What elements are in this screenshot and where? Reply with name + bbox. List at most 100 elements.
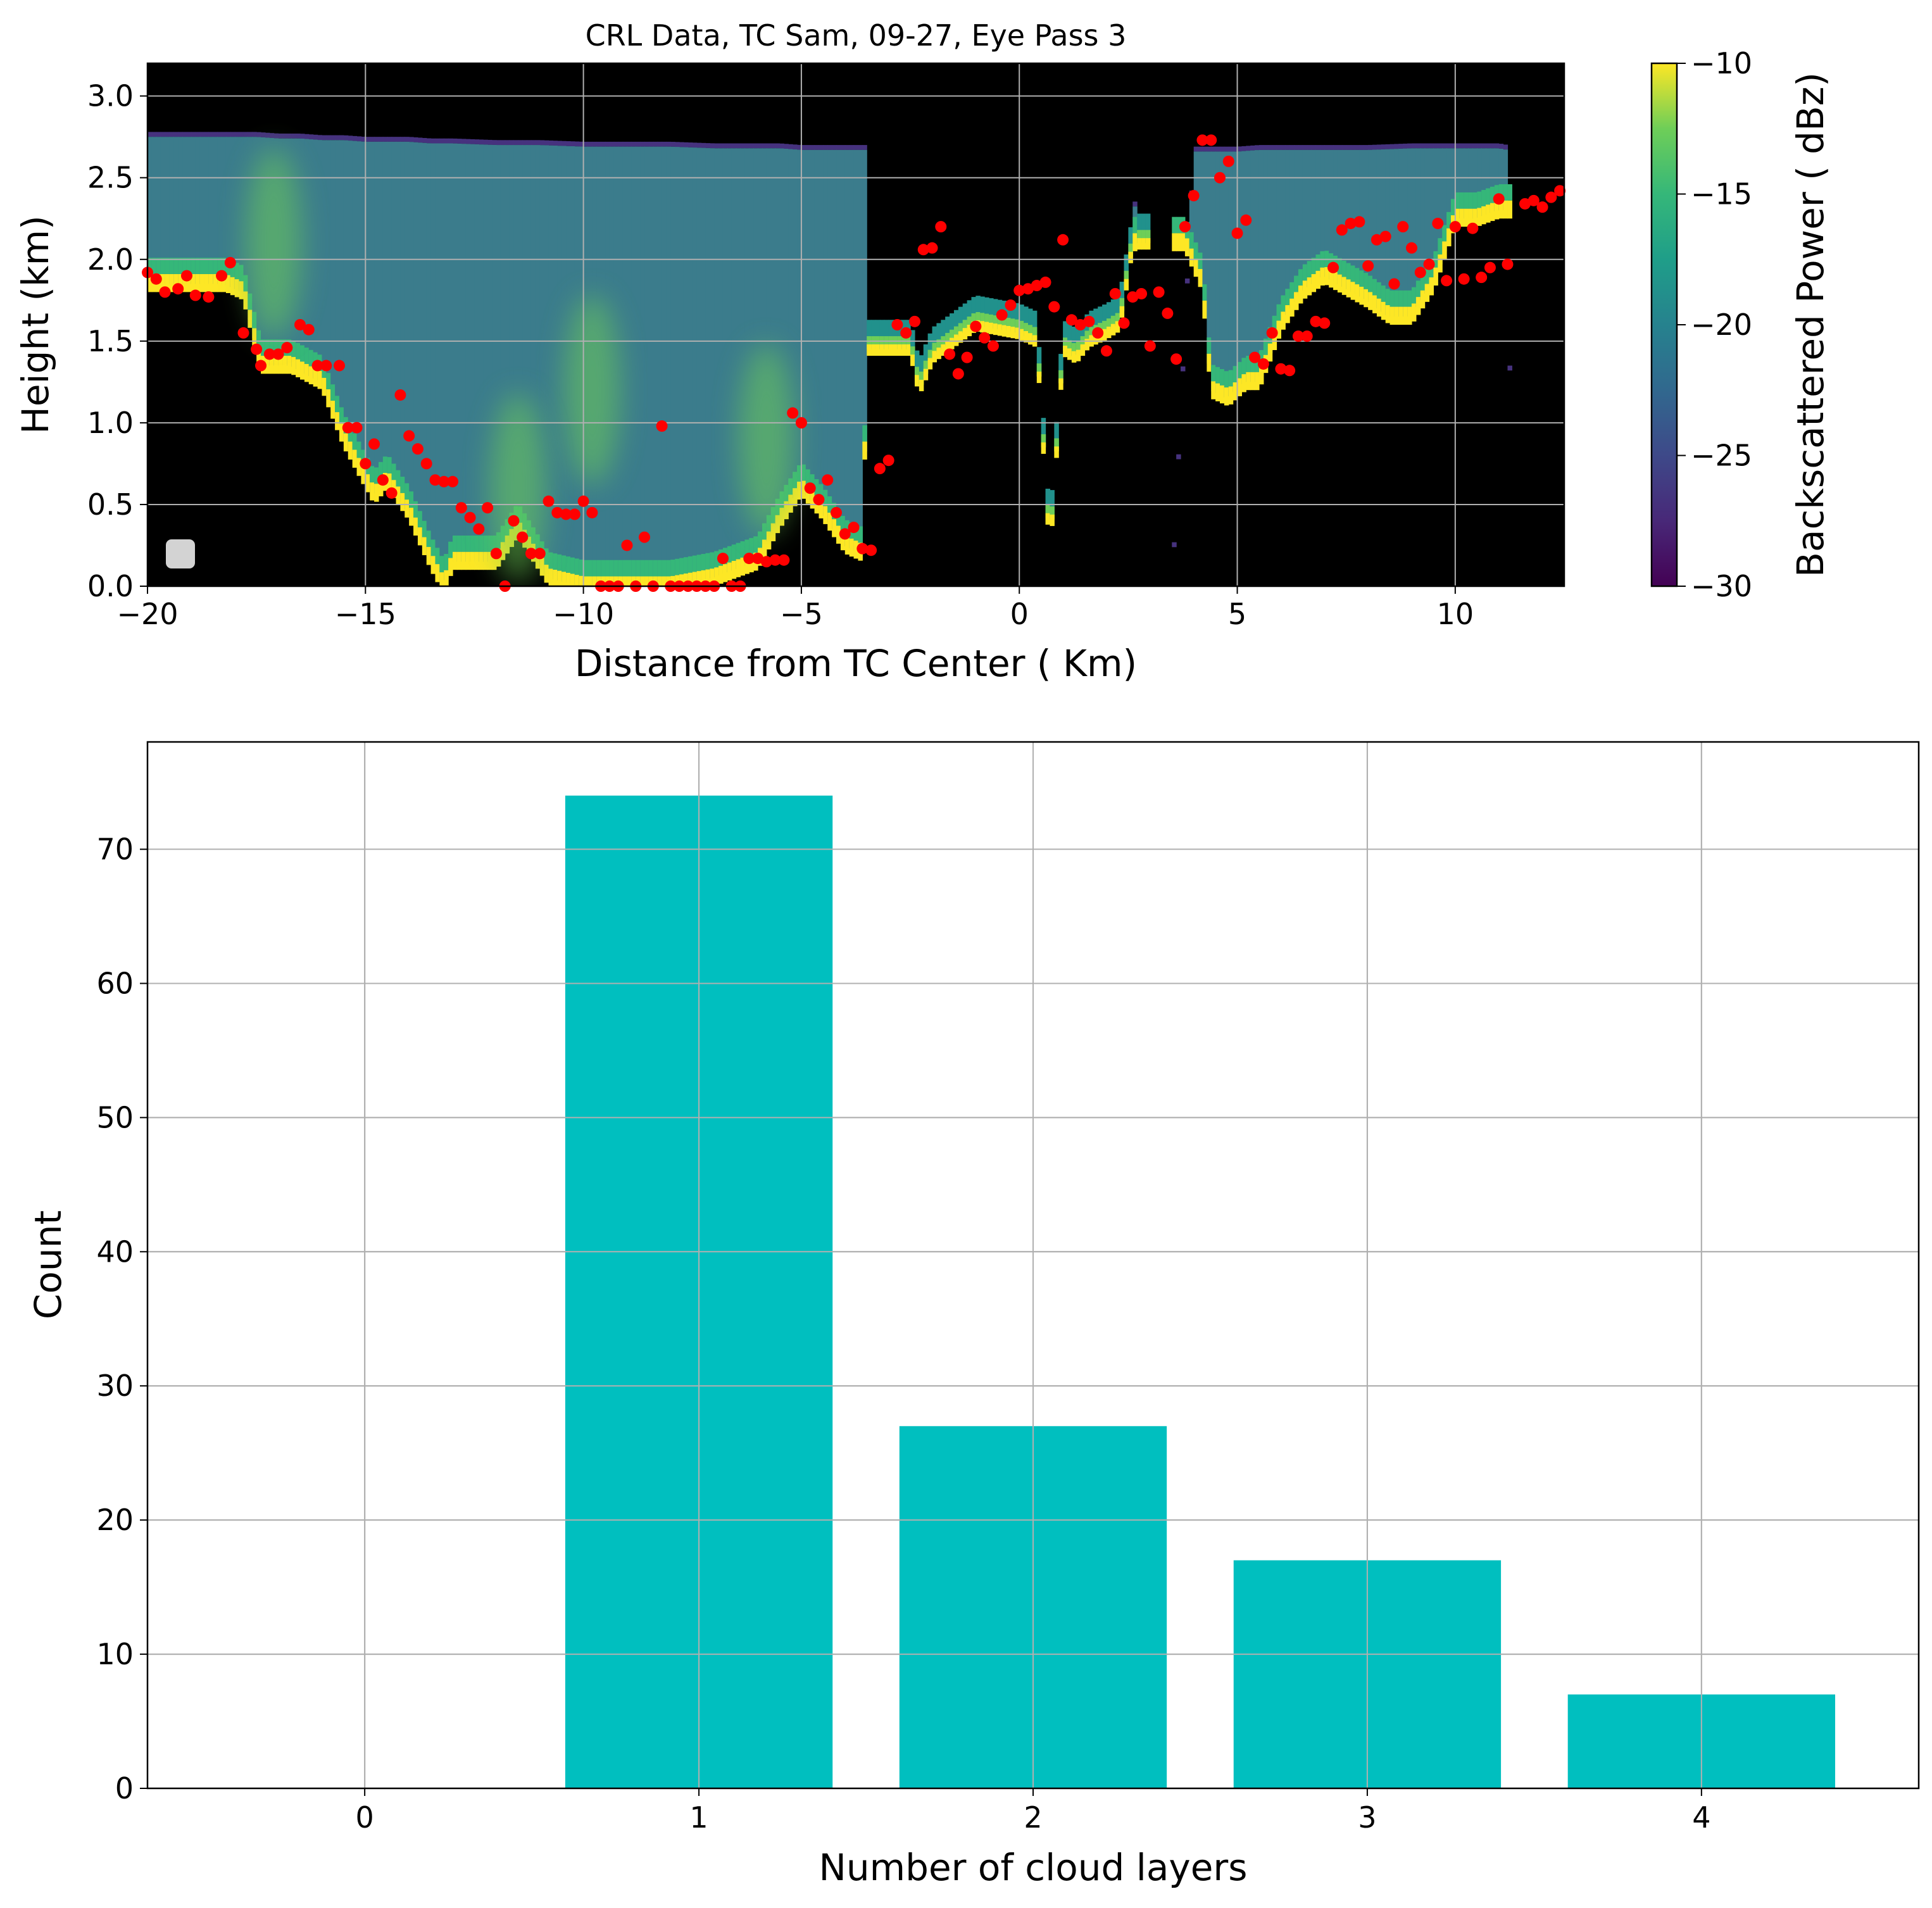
heatmap-cell <box>1433 267 1438 286</box>
heatmap-cell <box>178 273 183 292</box>
heatmap-cell <box>335 412 340 430</box>
heatmap-cell <box>858 526 863 543</box>
heatmap-cell <box>435 138 440 144</box>
heatmap-cell <box>644 141 649 147</box>
heatmap-cell <box>827 149 832 523</box>
heatmap-cell <box>609 141 615 147</box>
heatmap-cell <box>1472 148 1477 219</box>
heatmap-cell <box>1472 208 1477 227</box>
heatmap-cell <box>950 329 955 343</box>
heatmap-cell <box>1224 371 1229 388</box>
heatmap-cell <box>932 351 937 363</box>
heatmap-cell <box>1233 151 1238 392</box>
cloud-top-marker <box>281 342 293 354</box>
heatmap-cell <box>561 555 567 572</box>
heatmap-cell <box>470 535 475 552</box>
heatmap-cell <box>1294 145 1299 150</box>
cloud-top-marker <box>961 351 973 363</box>
cloud-top-marker <box>263 348 275 360</box>
heatmap-cell <box>1093 308 1098 338</box>
heatmap-cell <box>561 146 567 582</box>
cloud-top-marker <box>778 554 790 566</box>
cloud-top-marker <box>1371 234 1383 246</box>
heatmap-cell <box>1119 306 1125 318</box>
heatmap-cell <box>448 541 453 558</box>
cloud-top-marker <box>1554 185 1566 197</box>
cloud-top-marker <box>621 539 633 551</box>
heatmap-cell <box>1346 263 1352 280</box>
heatmap-cell <box>875 320 881 349</box>
cloud-top-marker <box>856 543 869 555</box>
heatmap-cell <box>1263 338 1269 355</box>
heatmap-cell <box>1464 192 1469 209</box>
heatmap-cell <box>1141 213 1146 243</box>
heatmap-cell <box>1472 143 1477 149</box>
heatmap-cell <box>1246 372 1251 391</box>
heatmap-cell <box>304 363 310 382</box>
heatmap-cell <box>230 277 235 296</box>
heatmap-cell <box>1063 337 1068 351</box>
heatmap-cell <box>1403 143 1408 149</box>
heatmap-cell <box>1307 277 1312 296</box>
heatmap-cell <box>1067 323 1072 354</box>
heatmap-cell <box>727 562 732 581</box>
heatmap-cell <box>1355 268 1360 285</box>
heatmap-cell <box>1481 143 1486 149</box>
heatmap-cell <box>1010 327 1015 339</box>
heatmap-cell <box>330 401 336 419</box>
heatmap-cell <box>165 258 170 274</box>
heatmap-cell <box>793 144 798 150</box>
cloud-top-marker <box>1196 134 1208 146</box>
cloud-top-marker <box>979 332 991 344</box>
heatmap-cell <box>736 559 741 577</box>
heatmap-cell <box>1315 254 1320 271</box>
heatmap-cell <box>296 359 301 377</box>
heatmap-cell <box>827 145 832 150</box>
heatmap-cell <box>1394 290 1399 307</box>
heatmap-cell <box>958 306 963 337</box>
heatmap-cell <box>618 146 624 586</box>
heatmap-cell <box>705 553 710 570</box>
heatmap-cell <box>587 560 593 577</box>
cloud-top-marker <box>1031 280 1043 292</box>
heatmap-cell <box>819 500 824 518</box>
heatmap-cell <box>1394 306 1399 325</box>
heatmap-cell <box>282 133 287 139</box>
heatmap-cell <box>557 141 562 146</box>
cloud-top-marker <box>795 417 807 429</box>
heatmap-cell <box>1207 151 1212 364</box>
heatmap-cell <box>1498 200 1504 219</box>
heatmap-cell <box>832 519 837 537</box>
heatmap-cell <box>278 356 284 374</box>
heatmap-cell <box>492 551 497 570</box>
heatmap-cell <box>770 523 776 542</box>
heatmap-cell <box>696 571 702 586</box>
cloud-top-marker <box>203 291 215 303</box>
heatmap-cell <box>893 320 898 349</box>
heatmap-cell <box>487 551 492 570</box>
cloud-top-marker <box>1519 198 1531 210</box>
heatmap-cell <box>313 134 318 140</box>
bottom-x-axis-label: Number of cloud layers <box>819 1846 1248 1889</box>
heatmap-cell <box>444 138 449 144</box>
heatmap-cell <box>627 141 632 147</box>
heatmap-cell <box>897 320 902 349</box>
cloud-top-marker <box>1476 272 1488 284</box>
heatmap-cell <box>208 258 213 274</box>
heatmap-cell <box>1132 233 1138 251</box>
heatmap-cell <box>953 334 959 346</box>
heatmap-cell <box>396 470 401 487</box>
heatmap-cell <box>910 346 915 360</box>
heatmap-cell <box>548 552 554 569</box>
heatmap-cell <box>666 141 671 147</box>
heatmap-cell <box>775 143 781 149</box>
heatmap-cell <box>304 348 310 364</box>
heatmap-cell <box>1411 303 1417 322</box>
heatmap-cell <box>173 258 179 274</box>
cloud-top-marker <box>1353 216 1365 228</box>
heatmap-cell <box>365 141 370 484</box>
heatmap-cell <box>1172 233 1177 251</box>
heatmap-cell <box>1333 145 1338 150</box>
heatmap-cell <box>744 143 750 149</box>
heatmap-cell <box>225 275 231 293</box>
